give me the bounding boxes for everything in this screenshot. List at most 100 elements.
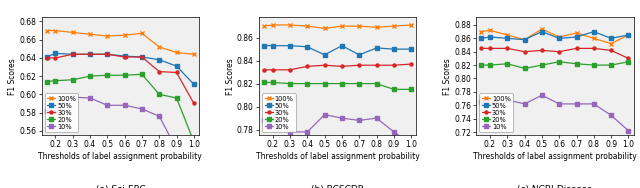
- Legend: 100%, 50%, 30%, 20%, 10%: 100%, 50%, 30%, 20%, 10%: [262, 93, 296, 132]
- 50%: [173, 65, 180, 67]
- 100%: [355, 25, 363, 27]
- Text: (a) Sci-ERC: (a) Sci-ERC: [95, 185, 145, 188]
- Line: 50%: 50%: [480, 30, 630, 41]
- Legend: 100%, 50%, 30%, 20%, 10%: 100%, 50%, 30%, 20%, 10%: [479, 93, 513, 132]
- 50%: [355, 54, 363, 56]
- Line: 10%: 10%: [480, 94, 630, 132]
- 100%: [269, 24, 276, 26]
- Text: (c) NCBI-Disease: (c) NCBI-Disease: [517, 185, 593, 188]
- 100%: [260, 25, 268, 27]
- 50%: [321, 54, 328, 56]
- 50%: [190, 83, 198, 86]
- Line: 30%: 30%: [45, 53, 195, 105]
- 20%: [355, 83, 363, 85]
- 10%: [477, 101, 485, 103]
- 20%: [521, 67, 529, 70]
- 10%: [504, 99, 511, 101]
- 30%: [269, 69, 276, 71]
- 10%: [338, 117, 346, 119]
- 20%: [156, 93, 163, 96]
- 10%: [607, 114, 615, 116]
- X-axis label: Thresholds of label assignment probability: Thresholds of label assignment probabili…: [38, 152, 202, 161]
- 20%: [477, 64, 485, 66]
- X-axis label: Thresholds of label assignment probability: Thresholds of label assignment probabili…: [256, 152, 419, 161]
- Line: 20%: 20%: [262, 81, 413, 91]
- 30%: [173, 71, 180, 74]
- 100%: [556, 36, 563, 38]
- 50%: [407, 48, 415, 50]
- 10%: [286, 131, 294, 133]
- 100%: [69, 31, 77, 33]
- 30%: [477, 47, 485, 49]
- 30%: [607, 49, 615, 52]
- 50%: [538, 30, 546, 33]
- 30%: [286, 69, 294, 71]
- 10%: [52, 110, 60, 112]
- 100%: [338, 25, 346, 27]
- 30%: [355, 64, 363, 66]
- 100%: [43, 30, 51, 32]
- 100%: [121, 34, 129, 36]
- 20%: [556, 61, 563, 63]
- 20%: [407, 88, 415, 90]
- Line: 50%: 50%: [45, 52, 195, 86]
- Line: 10%: 10%: [45, 96, 195, 151]
- 20%: [486, 64, 494, 66]
- 50%: [260, 45, 268, 47]
- 30%: [372, 64, 380, 66]
- 50%: [573, 36, 580, 38]
- 100%: [407, 24, 415, 26]
- Line: 20%: 20%: [45, 73, 195, 143]
- 100%: [138, 32, 146, 34]
- 100%: [52, 30, 60, 32]
- 50%: [338, 45, 346, 47]
- 50%: [521, 39, 529, 41]
- 50%: [43, 56, 51, 58]
- 50%: [156, 59, 163, 61]
- 10%: [407, 142, 415, 145]
- 50%: [138, 56, 146, 58]
- 50%: [121, 55, 129, 57]
- 50%: [104, 53, 111, 55]
- 100%: [486, 29, 494, 31]
- X-axis label: Thresholds of label assignment probability: Thresholds of label assignment probabili…: [473, 152, 637, 161]
- 10%: [138, 108, 146, 110]
- Line: 30%: 30%: [262, 63, 413, 71]
- Y-axis label: F1 Scores: F1 Scores: [443, 58, 452, 95]
- 10%: [104, 104, 111, 106]
- 10%: [173, 148, 180, 150]
- 100%: [504, 34, 511, 36]
- 30%: [590, 47, 598, 49]
- 10%: [321, 114, 328, 116]
- 20%: [590, 64, 598, 66]
- 50%: [69, 53, 77, 55]
- Line: 10%: 10%: [262, 113, 413, 145]
- 30%: [573, 47, 580, 49]
- 100%: [190, 53, 198, 55]
- 30%: [338, 65, 346, 67]
- 100%: [286, 24, 294, 26]
- 30%: [138, 56, 146, 58]
- 10%: [156, 115, 163, 117]
- 100%: [625, 34, 632, 36]
- 10%: [538, 94, 546, 96]
- 30%: [69, 53, 77, 55]
- 20%: [121, 74, 129, 76]
- Line: 100%: 100%: [262, 24, 413, 30]
- 30%: [486, 47, 494, 49]
- 30%: [321, 64, 328, 66]
- 10%: [521, 103, 529, 105]
- 10%: [556, 103, 563, 105]
- 30%: [190, 102, 198, 105]
- 20%: [321, 83, 328, 85]
- 30%: [538, 49, 546, 52]
- 50%: [625, 34, 632, 36]
- 30%: [156, 70, 163, 73]
- 100%: [156, 46, 163, 48]
- 100%: [86, 33, 94, 35]
- 30%: [303, 65, 311, 67]
- 20%: [338, 83, 346, 85]
- Y-axis label: F1 Scores: F1 Scores: [226, 58, 235, 95]
- 100%: [521, 39, 529, 41]
- 20%: [538, 64, 546, 66]
